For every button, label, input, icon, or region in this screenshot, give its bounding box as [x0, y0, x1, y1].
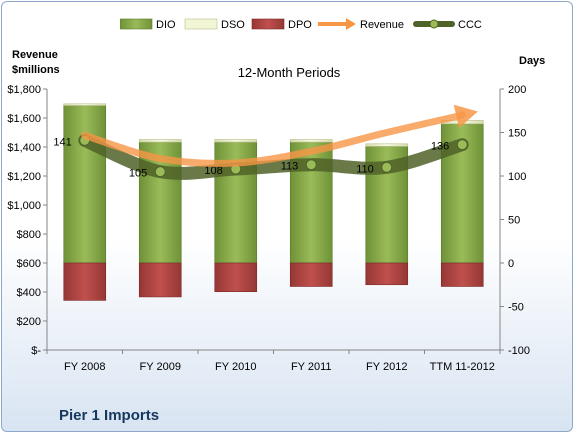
- right-tick-label: 200: [508, 84, 526, 96]
- left-tick-label: $400: [17, 287, 41, 299]
- ccc-data-label: 141: [53, 136, 71, 148]
- revenue-line: [81, 111, 466, 167]
- bar-dpo: [138, 262, 182, 298]
- legend-swatch-dpo: [251, 18, 285, 30]
- left-tick-label: $1,000: [7, 200, 41, 212]
- chart-title: 12-Month Periods: [238, 65, 341, 80]
- ccc-data-label: 110: [356, 163, 374, 175]
- legend-swatch-dio: [120, 18, 153, 30]
- legend-swatch-revenue-head: [346, 18, 356, 30]
- bar-dso: [289, 139, 333, 143]
- x-tick-label: FY 2010: [215, 361, 256, 373]
- left-tick-label: $200: [17, 316, 41, 328]
- legend-label-revenue: Revenue: [360, 19, 404, 31]
- left-tick-label: $1,600: [7, 113, 41, 125]
- left-tick-label: $1,800: [7, 84, 41, 96]
- legend-label-dso: DSO: [221, 19, 245, 31]
- chart-legend: DIO DSO DPO Revenue CCC: [120, 18, 482, 31]
- bar-dso: [365, 143, 409, 147]
- left-tick-label: $-: [31, 345, 41, 357]
- ccc-point: [456, 139, 468, 151]
- bar-dso: [63, 103, 107, 106]
- x-tick-label: FY 2011: [291, 361, 332, 373]
- bar-dpo: [365, 262, 409, 286]
- right-tick-label: 100: [508, 171, 526, 183]
- bar-dio: [63, 105, 107, 264]
- y-right-label: Days: [519, 55, 545, 67]
- right-tick-label: 150: [508, 128, 526, 140]
- ccc-point: [154, 166, 166, 178]
- legend-label-dio: DIO: [156, 19, 176, 31]
- left-tick-label: $600: [17, 258, 41, 270]
- bar-dso: [214, 139, 258, 143]
- bar-dso: [138, 139, 182, 143]
- ccc-point: [381, 161, 393, 173]
- legend-swatch-dso: [184, 18, 218, 30]
- y-left-label-unit: $millions: [12, 64, 60, 76]
- bar-dpo: [289, 262, 333, 287]
- bar-dpo: [214, 262, 258, 293]
- ccc-data-label: 136: [431, 141, 449, 153]
- company-name: Pier 1 Imports: [59, 407, 160, 424]
- x-tick-label: FY 2008: [64, 361, 105, 373]
- left-tick-label: $1,400: [7, 142, 41, 154]
- legend-label-ccc: CCC: [458, 19, 482, 31]
- bar-dpo: [440, 262, 484, 287]
- ccc-line: [78, 133, 469, 180]
- right-tick-label: -50: [508, 302, 524, 314]
- legend-label-dpo: DPO: [288, 19, 312, 31]
- right-tick-label: 0: [508, 258, 514, 270]
- right-tick-label: 50: [508, 215, 520, 227]
- revenue-arrowhead: [453, 104, 478, 129]
- ccc-point: [305, 159, 317, 171]
- left-tick-label: $1,200: [7, 171, 41, 183]
- bar-dpo: [63, 262, 107, 301]
- x-tick-label: FY 2012: [366, 361, 407, 373]
- y-left-label: Revenue: [12, 49, 58, 61]
- right-tick-label: -100: [508, 345, 530, 357]
- ccc-data-label: 108: [204, 165, 222, 177]
- legend-swatch-ccc-marker: [429, 19, 439, 29]
- ccc-data-label: 113: [281, 161, 299, 173]
- ccc-data-label: 105: [129, 168, 147, 180]
- left-tick-label: $800: [17, 229, 41, 241]
- x-tick-label: TTM 11-2012: [430, 361, 495, 373]
- x-tick-label: FY 2009: [140, 361, 181, 373]
